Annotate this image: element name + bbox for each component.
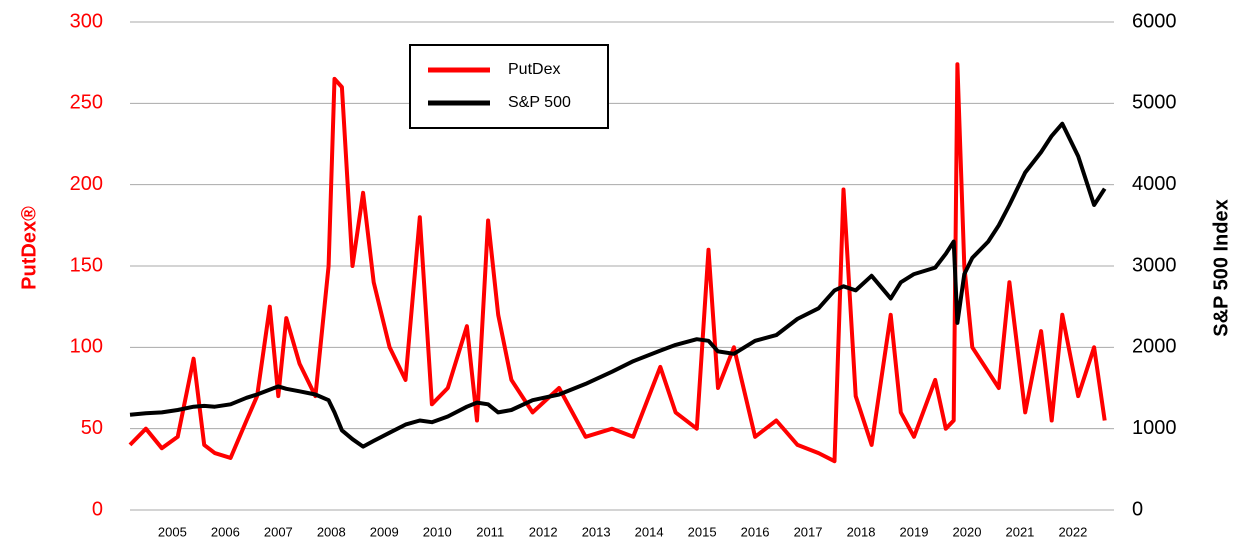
y-tick-label: 150 — [70, 254, 103, 276]
grid: 0501001502002503000100020003000400050006… — [70, 10, 1177, 539]
x-tick-label: 2021 — [1005, 524, 1034, 539]
legend-label: PutDex — [508, 61, 560, 78]
x-tick-label: 2022 — [1058, 524, 1087, 539]
legend-label: S&P 500 — [508, 94, 571, 111]
y-tick-label: 250 — [70, 92, 103, 114]
y2-tick-label: 6000 — [1132, 10, 1177, 32]
y2-tick-label: 0 — [1132, 498, 1143, 520]
y2-tick-label: 3000 — [1132, 254, 1177, 276]
y-tick-label: 100 — [70, 336, 103, 358]
y-tick-label: 0 — [92, 498, 103, 520]
y2-tick-label: 2000 — [1132, 336, 1177, 358]
x-tick-label: 2005 — [158, 524, 187, 539]
x-tick-label: 2013 — [582, 524, 611, 539]
x-tick-label: 2011 — [476, 524, 504, 539]
y2-tick-label: 1000 — [1132, 417, 1177, 439]
y-axis-title: PutDex® — [18, 206, 40, 290]
y-tick-label: 300 — [70, 10, 103, 32]
y2-tick-label: 5000 — [1132, 92, 1177, 114]
legend-box — [409, 44, 609, 129]
x-tick-label: 2014 — [635, 524, 664, 539]
x-tick-label: 2008 — [317, 524, 346, 539]
x-tick-label: 2019 — [900, 524, 929, 539]
legend: PutDex S&P 500 — [409, 44, 609, 129]
y2-axis-title: S&P 500 Index — [1210, 199, 1232, 336]
x-tick-label: 2015 — [688, 524, 717, 539]
x-tick-label: 2017 — [794, 524, 823, 539]
x-tick-label: 2007 — [264, 524, 293, 539]
x-tick-label: 2016 — [741, 524, 770, 539]
x-tick-label: 2009 — [370, 524, 399, 539]
series-line — [129, 121, 1107, 449]
plot-lines — [128, 62, 1107, 464]
y2-tick-label: 4000 — [1132, 173, 1177, 195]
x-tick-label: 2018 — [847, 524, 876, 539]
x-tick-label: 2012 — [529, 524, 558, 539]
x-tick-label: 2006 — [211, 524, 240, 539]
y-tick-label: 200 — [70, 173, 103, 195]
x-tick-label: 2010 — [423, 524, 452, 539]
x-tick-label: 2020 — [953, 524, 982, 539]
series-line — [128, 62, 1107, 464]
y-tick-label: 50 — [81, 417, 103, 439]
